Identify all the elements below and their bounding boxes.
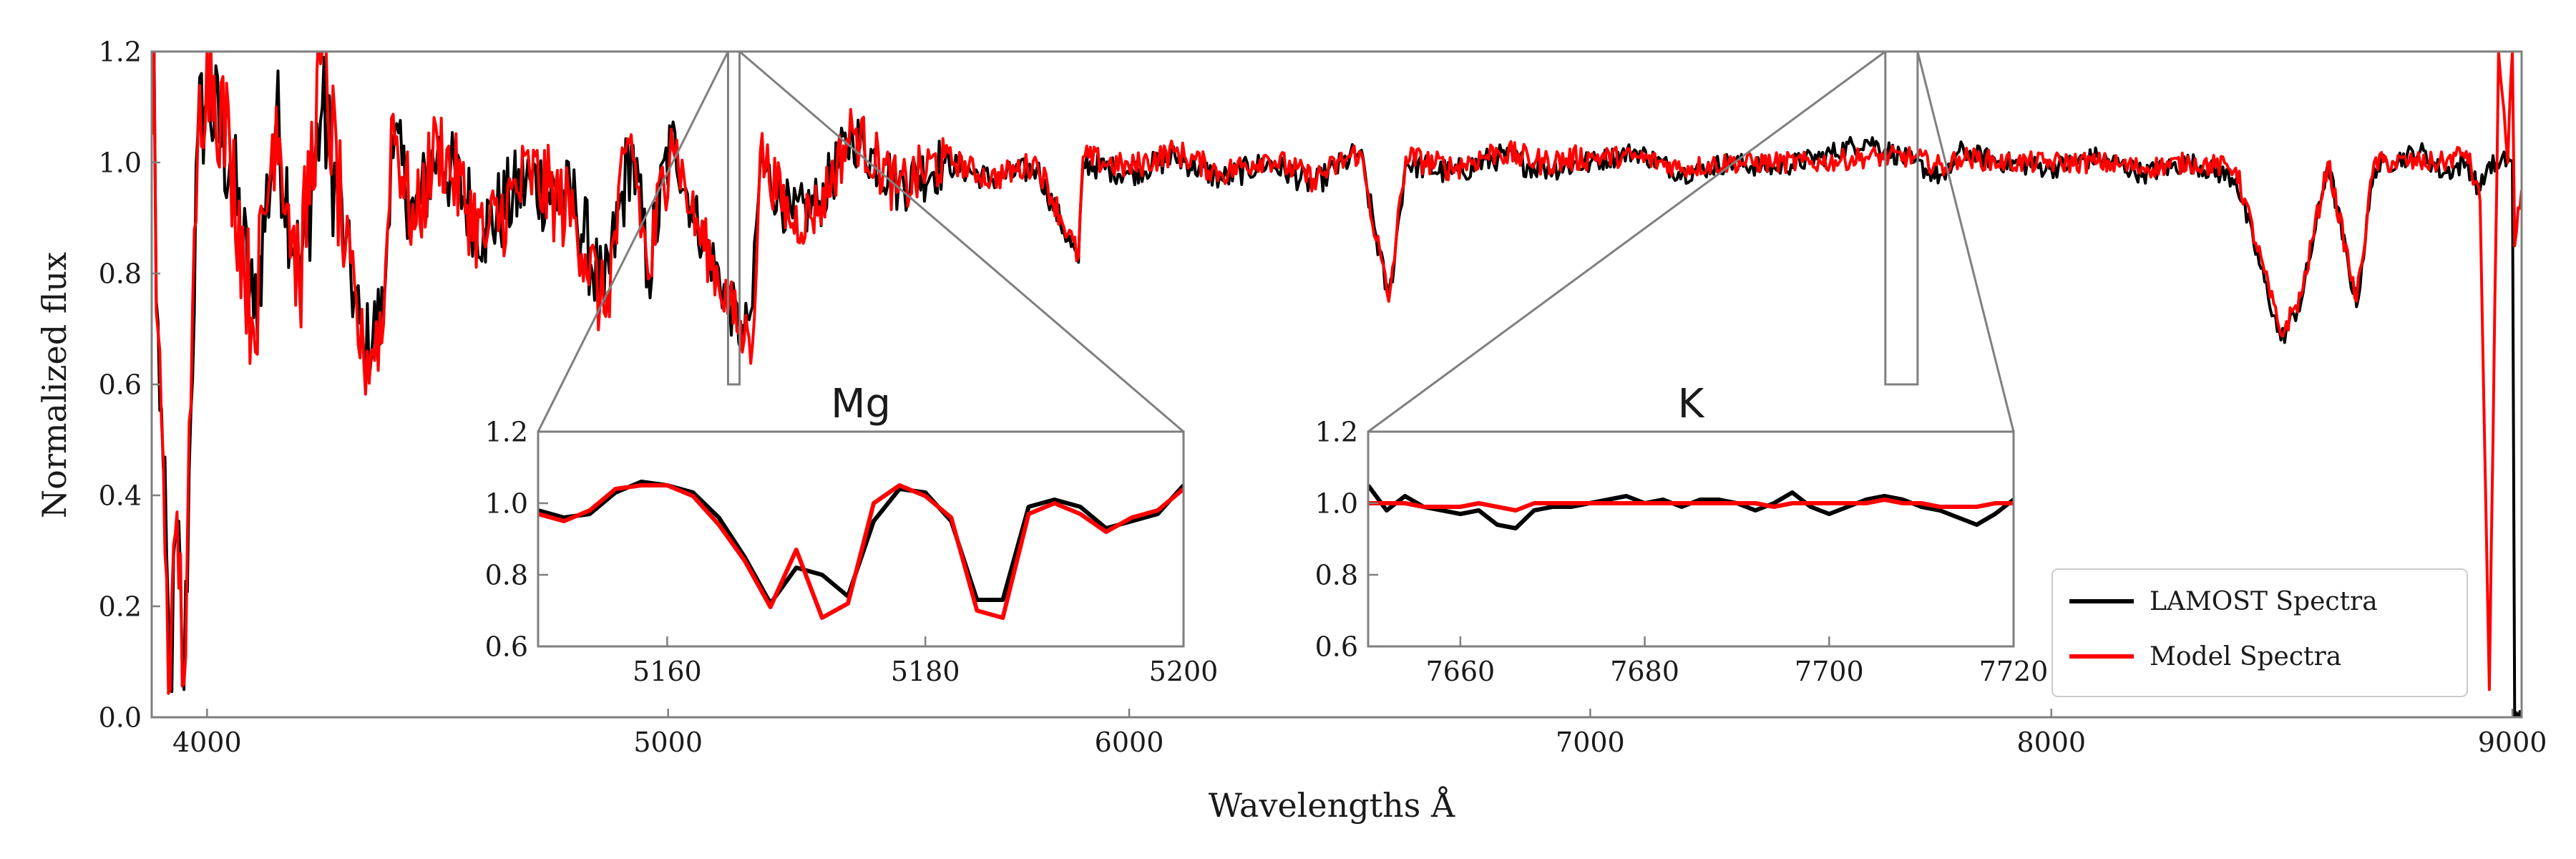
inset-k-series-model <box>1368 498 2014 513</box>
legend-label-model: Model Spectra <box>2150 642 2341 671</box>
inset-mg-ytick-label: 1.0 <box>485 487 528 519</box>
inset-k-title: K <box>1678 381 1705 427</box>
main-xtick-label: 8000 <box>2016 727 2086 758</box>
zoom-connectors <box>537 50 2015 433</box>
inset-k-ytick-label: 1.2 <box>1315 416 1358 447</box>
main-xtick-label: 5000 <box>633 727 703 758</box>
legend-label-lamost: LAMOST Spectra <box>2150 587 2378 616</box>
inset-k-ytick-label: 1.0 <box>1315 487 1358 519</box>
inset-mg: 0.6 0.8 1.0 1.2 5160 5180 5200 Mg <box>485 381 1219 687</box>
main-series-model <box>152 52 2522 695</box>
inset-mg-title: Mg <box>831 381 891 427</box>
inset-mg-plot-area <box>538 432 1184 646</box>
main-xtick-label: 7000 <box>1556 727 1625 758</box>
inset-mg-series-group <box>538 480 1184 620</box>
y-axis-label: Normalized flux <box>35 252 74 518</box>
main-ytick-label: 0.2 <box>99 591 142 622</box>
inset-mg-xtick-label: 5200 <box>1149 656 1219 687</box>
inset-mg-xtick-label: 5160 <box>633 656 702 687</box>
main-ytick-label: 0.6 <box>99 369 142 400</box>
inset-k-xtick-label: 7680 <box>1610 656 1679 687</box>
inset-k-xtick-label: 7720 <box>1979 656 2049 687</box>
main-xtick-label: 9000 <box>2478 727 2547 758</box>
inset-panels: 0.6 0.8 1.0 1.2 5160 5180 5200 Mg 0.6 0.8 1.0 1.2 76… <box>485 381 2049 687</box>
inset-k: 0.6 0.8 1.0 1.2 7660 7680 7700 7720 K <box>1315 381 2049 687</box>
inset-k-xtick-label: 7660 <box>1425 656 1495 687</box>
main-ytick-label: 1.2 <box>99 36 142 67</box>
main-xtick-label: 6000 <box>1095 727 1164 758</box>
inset-mg-ytick-label: 0.6 <box>485 631 528 662</box>
inset-k-frame <box>1367 430 2015 648</box>
legend-box <box>2051 568 2468 697</box>
inset-k-ytick-label: 0.8 <box>1315 559 1358 591</box>
main-xtick-label: 4000 <box>172 727 242 758</box>
main-series-group <box>152 52 2522 717</box>
inset-mg-connector-right <box>738 50 1184 433</box>
inset-k-source-region <box>1884 50 1919 386</box>
main-ytick-label: 0.8 <box>99 258 142 289</box>
inset-mg-connector-left <box>537 51 729 432</box>
inset-k-series-group <box>1368 484 2014 530</box>
inset-k-plot-area <box>1368 432 2014 646</box>
inset-mg-ytick-label: 1.2 <box>485 416 528 447</box>
inset-k-connector-right <box>1916 51 2015 432</box>
legend: LAMOST Spectra Model Spectra <box>2051 568 2468 697</box>
inset-k-ytick-label: 0.6 <box>1315 631 1358 662</box>
x-axis-label: Wavelengths Å <box>1209 785 1455 825</box>
inset-k-xtick-label: 7700 <box>1795 656 1864 687</box>
inset-mg-xtick-label: 5180 <box>891 656 960 687</box>
inset-mg-frame <box>537 430 1185 648</box>
inset-k-connector-left <box>1367 50 1886 433</box>
main-ytick-label: 1.0 <box>99 147 142 178</box>
inset-mg-source-region <box>726 50 741 386</box>
inset-mg-series-model <box>538 483 1184 620</box>
inset-mg-ytick-label: 0.8 <box>485 559 528 591</box>
main-ytick-label: 0.0 <box>99 702 142 733</box>
main-ytick-label: 0.4 <box>99 480 142 511</box>
